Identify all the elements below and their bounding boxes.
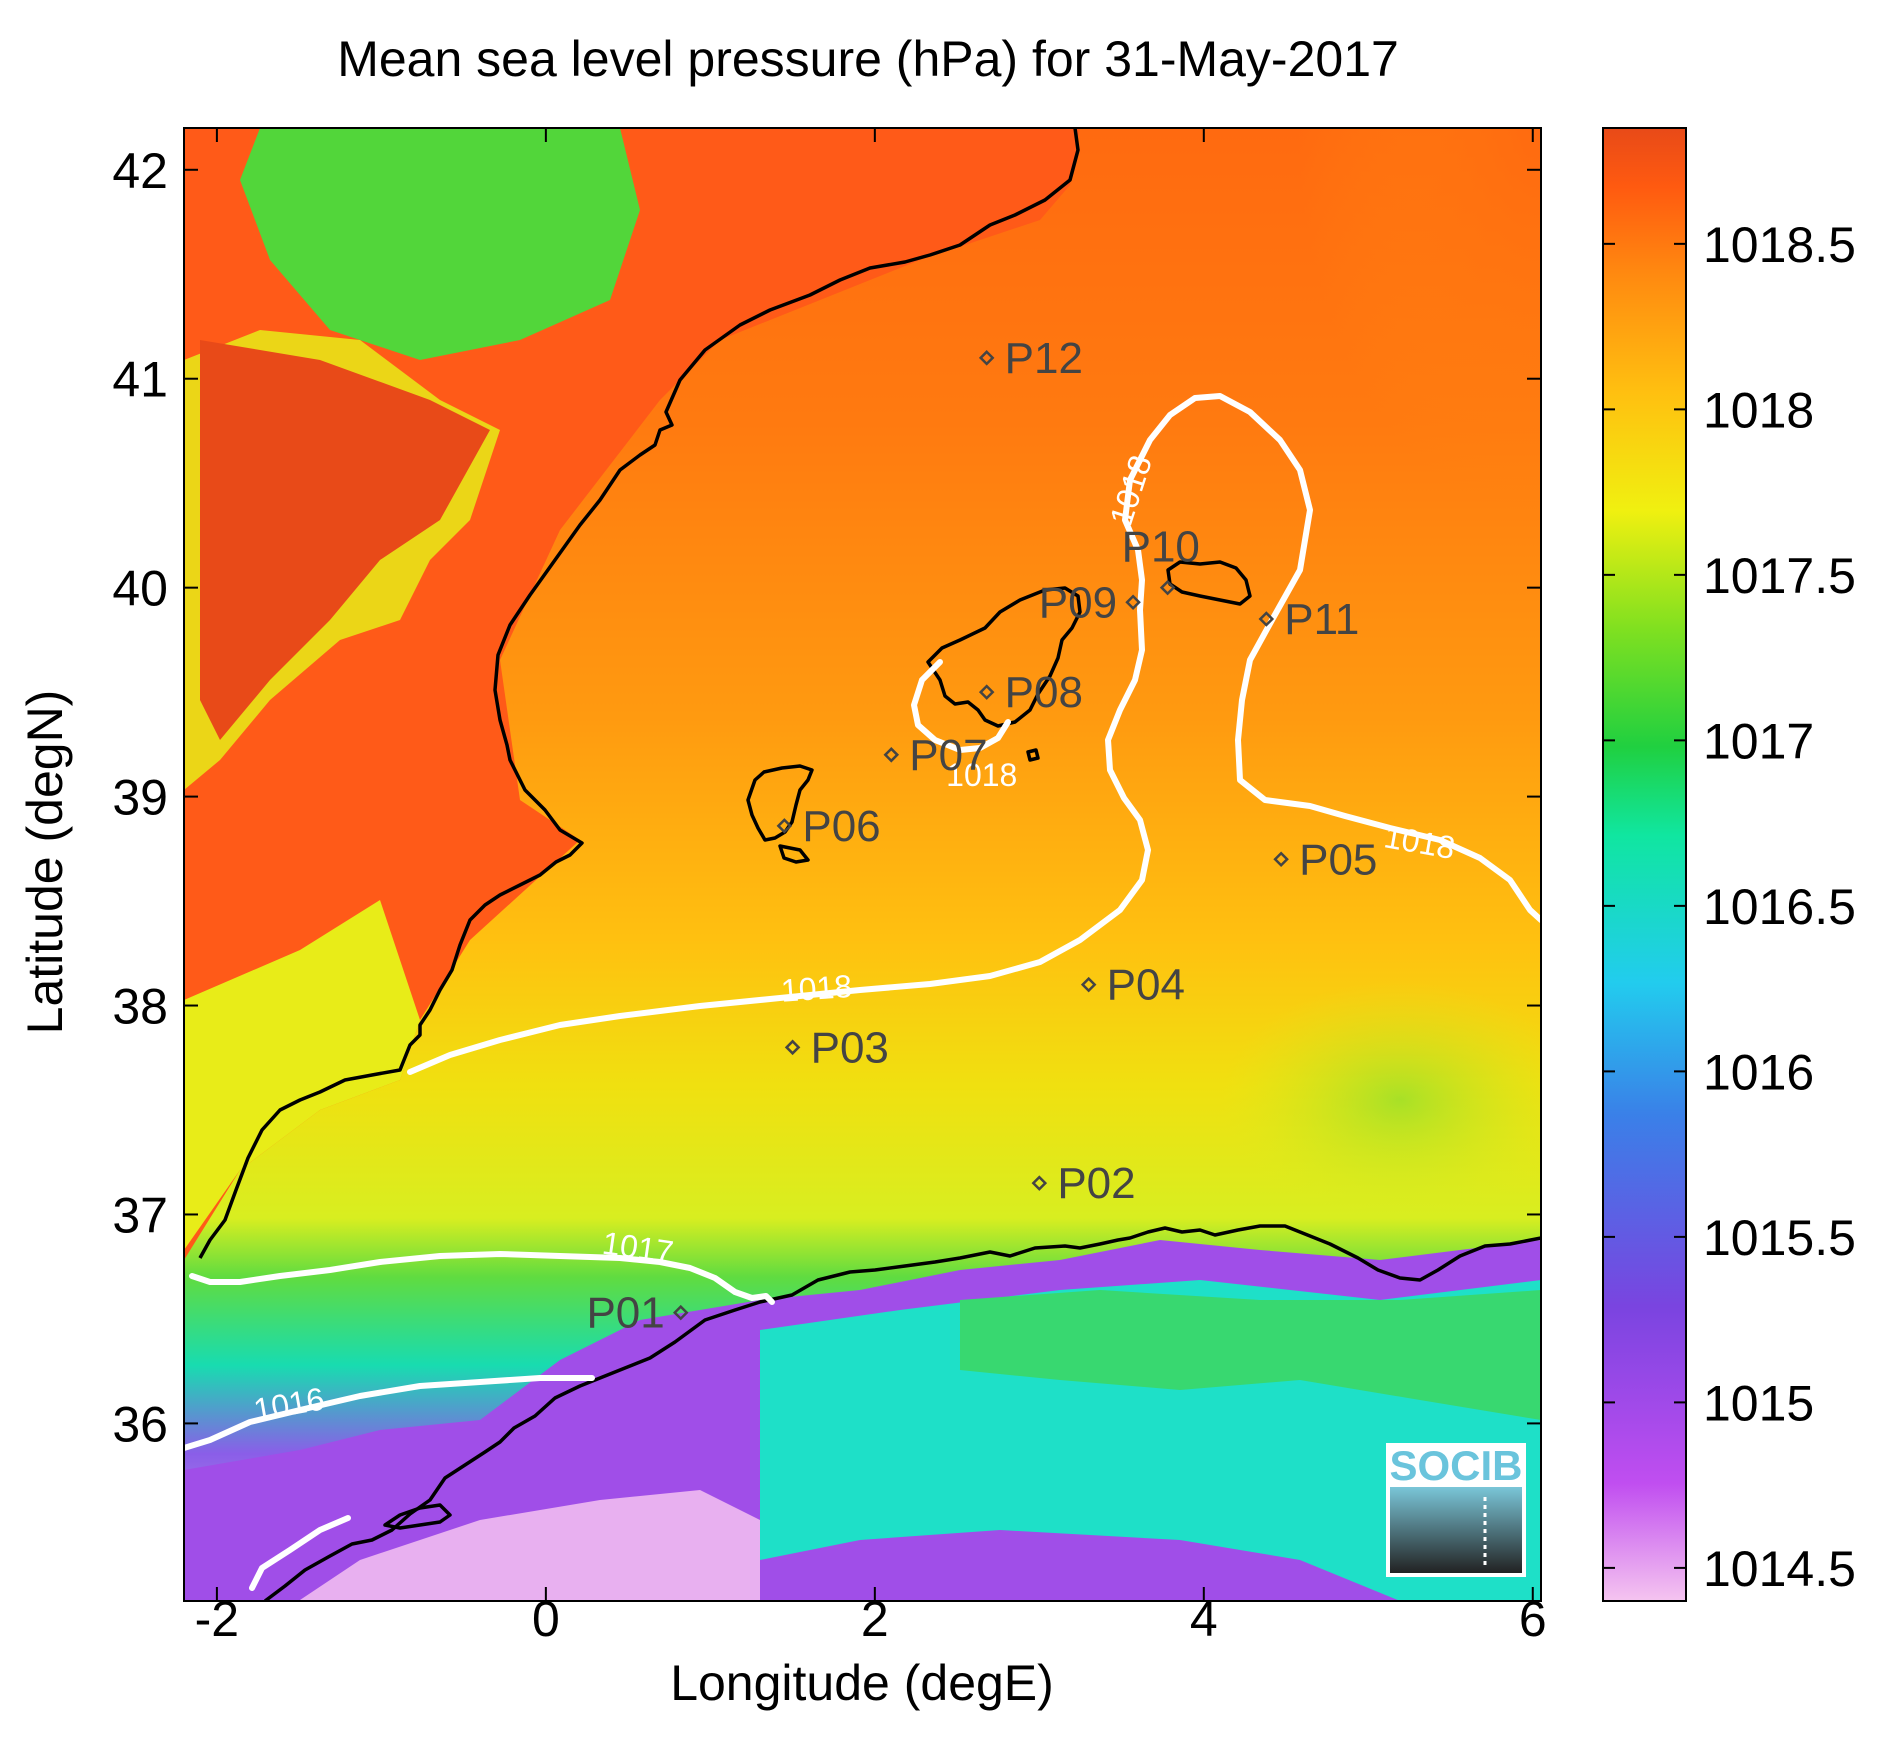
contour-label: 1018 <box>780 968 854 1009</box>
y-tick-label: 42 <box>112 143 168 199</box>
station-marker: P05 <box>1273 835 1377 884</box>
station-label: P11 <box>1284 595 1359 644</box>
iberia-green-upland <box>240 128 640 360</box>
station-label: P12 <box>1005 334 1083 383</box>
x-tick-label: -2 <box>195 1591 239 1647</box>
colorbar-tick-label: 1016.5 <box>1703 879 1856 935</box>
east-high-pressure-shade <box>1100 128 1541 828</box>
formentera-coastline <box>778 844 810 864</box>
station-marker: P02 <box>1031 1159 1136 1208</box>
station-diamond <box>784 1039 801 1056</box>
station-marker: P08 <box>978 668 1083 717</box>
contour-1018-mallorca-loop <box>911 659 1011 753</box>
x-axis: -2 0 2 4 6 <box>195 128 1547 1647</box>
station-diamond <box>978 684 995 700</box>
y-axis-label: Latitude (degN) <box>17 690 73 1035</box>
map-title: Mean sea level pressure (hPa) for 31-May… <box>337 31 1399 87</box>
africa-green-plateau <box>960 1290 1541 1420</box>
contour-1016-line <box>184 1375 595 1451</box>
y-tick-label: 41 <box>112 352 168 408</box>
station-label: P03 <box>811 1023 889 1072</box>
station-diamond <box>1258 611 1275 627</box>
station-label: P04 <box>1107 961 1185 1010</box>
colorbar-tick-label: 1015 <box>1703 1375 1814 1431</box>
contour-1016-southwest-line <box>249 1515 351 1591</box>
cabrera-coastline <box>1026 748 1040 762</box>
station-diamond <box>1125 594 1141 611</box>
mallorca-coastline <box>926 586 1082 728</box>
socib-logo: SOCIB <box>1386 1442 1526 1577</box>
socib-logo-text: SOCIB <box>1389 1442 1522 1489</box>
station-label: P06 <box>802 802 880 851</box>
station-diamond <box>978 350 995 366</box>
ibiza-coastline <box>746 764 814 842</box>
plot-frame <box>183 127 1542 1602</box>
station-diamond <box>1031 1175 1048 1191</box>
y-tick-label: 39 <box>112 770 168 826</box>
station-diamond <box>1159 579 1176 596</box>
colorbar-tick-label: 1016 <box>1703 1044 1814 1100</box>
station-marker: P07 <box>883 731 988 780</box>
station-marker: P12 <box>978 334 1083 383</box>
colorbar-tick-label: 1017 <box>1703 713 1814 769</box>
y-tick-label: 38 <box>112 979 168 1035</box>
x-tick-label: 0 <box>532 1591 560 1647</box>
colorbar-tick-label: 1018.5 <box>1703 217 1856 273</box>
alboran-coastline <box>383 1503 452 1530</box>
station-marker: P01 <box>586 1289 689 1338</box>
contour-label: 1018 <box>946 757 1017 793</box>
station-label: P02 <box>1057 1159 1135 1208</box>
station-marker: P11 <box>1258 595 1359 644</box>
andalusia-yellow <box>184 900 420 1250</box>
station-diamond <box>672 1304 689 1321</box>
x-tick-label: 4 <box>1190 1591 1218 1647</box>
x-tick-label: 6 <box>1519 1591 1547 1647</box>
station-diamond <box>883 747 900 763</box>
station-label: P01 <box>586 1289 664 1338</box>
station-marker: P04 <box>1080 961 1185 1010</box>
station-marker: P03 <box>784 1023 889 1072</box>
menorca-coastline <box>1166 560 1252 606</box>
colorbar-tick-label: 1018 <box>1703 382 1814 438</box>
iberia-coastline <box>198 128 1080 1259</box>
southeast-green-shade <box>1220 980 1541 1220</box>
station-marker: P10 <box>1122 523 1200 596</box>
station-label: P05 <box>1299 835 1377 884</box>
africa-pink-lowland <box>300 1490 760 1601</box>
africa-coastline <box>263 1224 1541 1601</box>
station-marker: P06 <box>776 802 881 851</box>
station-diamond <box>1273 851 1289 868</box>
colorbar <box>1602 127 1687 1602</box>
colorbar-ticks: 1014.5 1015 1015.5 1016 1016.5 1017 1017.5 1018… <box>1603 217 1856 1597</box>
station-label: P09 <box>1039 578 1117 627</box>
station-label: P10 <box>1122 523 1200 572</box>
station-diamond <box>1080 976 1097 993</box>
contour-1017-line <box>189 1251 775 1305</box>
socib-logo-gradient <box>1390 1487 1522 1573</box>
colorbar-tick-label: 1017.5 <box>1703 548 1856 604</box>
pressure-contours <box>184 393 1541 1591</box>
y-tick-label: 37 <box>112 1187 168 1243</box>
contour-1018-line <box>407 393 1541 1075</box>
station-diamond <box>776 818 793 834</box>
colorbar-tick-label: 1014.5 <box>1703 1541 1856 1597</box>
y-tick-label: 40 <box>112 561 168 617</box>
y-axis: 36 37 38 39 40 41 42 <box>112 143 1541 1452</box>
colorbar-tick-label: 1015.5 <box>1703 1210 1856 1266</box>
iberia-orange-interior <box>200 340 490 740</box>
station-marker: P09 <box>1039 578 1141 627</box>
coastlines <box>198 128 1541 1601</box>
station-label: P08 <box>1005 668 1083 717</box>
x-axis-label: Longitude (degE) <box>670 1655 1054 1711</box>
y-tick-label: 36 <box>112 1396 168 1452</box>
x-tick-label: 2 <box>861 1591 889 1647</box>
station-label: P07 <box>909 731 987 780</box>
